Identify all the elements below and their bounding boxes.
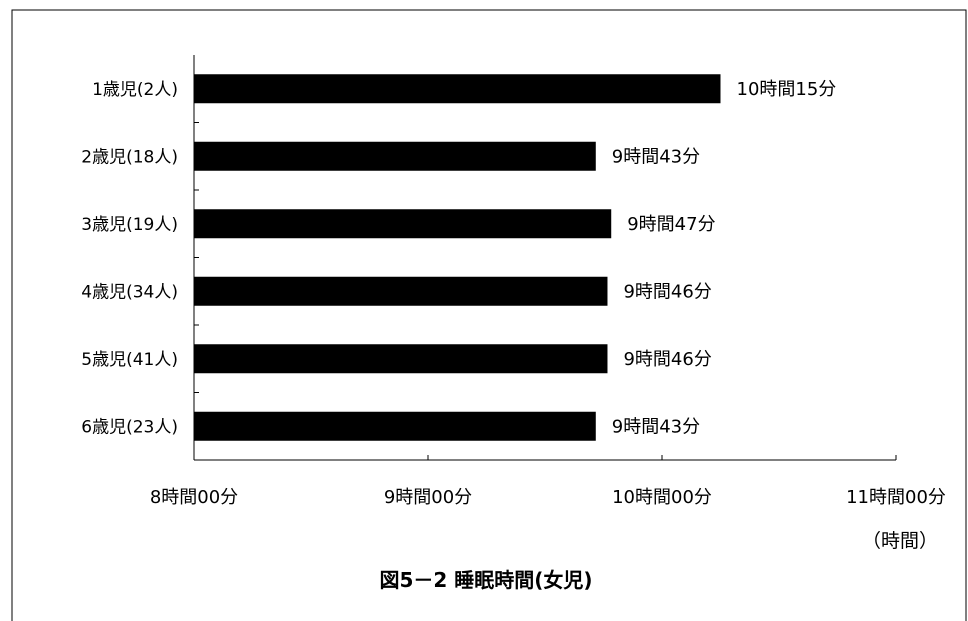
data-label: 9時間46分 — [623, 281, 711, 302]
bar — [194, 276, 608, 306]
bar — [194, 141, 596, 171]
data-label: 9時間43分 — [612, 146, 700, 167]
category-label: 3歳児(19人) — [81, 215, 178, 235]
x-tick-label: 8時間00分 — [150, 487, 238, 508]
bar — [194, 411, 596, 441]
x-tick-label: 11時間00分 — [846, 487, 946, 508]
category-label: 4歳児(34人) — [81, 282, 178, 302]
x-tick-label: 9時間00分 — [384, 487, 472, 508]
outer-border — [11, 9, 967, 621]
bar — [194, 209, 612, 239]
bar — [194, 74, 721, 104]
unit-label: （時間） — [862, 530, 938, 552]
category-label: 1歳児(2人) — [92, 80, 178, 100]
data-label: 9時間47分 — [627, 214, 715, 235]
category-label: 6歳児(23人) — [81, 417, 178, 437]
data-label: 10時間15分 — [737, 79, 837, 100]
plot-area: 8時間00分 9時間00分 10時間00分 11時間00分 1歳児(2人) 10時間15分… — [81, 55, 946, 508]
chart-title: 図5－2 睡眠時間(女児) — [379, 568, 592, 592]
category-label: 2歳児(18人) — [81, 147, 178, 167]
x-tick-label: 10時間00分 — [612, 487, 712, 508]
data-label: 9時間46分 — [623, 349, 711, 370]
category-label: 5歳児(41人) — [81, 350, 178, 370]
data-label: 9時間43分 — [612, 416, 700, 437]
bar — [194, 344, 608, 374]
